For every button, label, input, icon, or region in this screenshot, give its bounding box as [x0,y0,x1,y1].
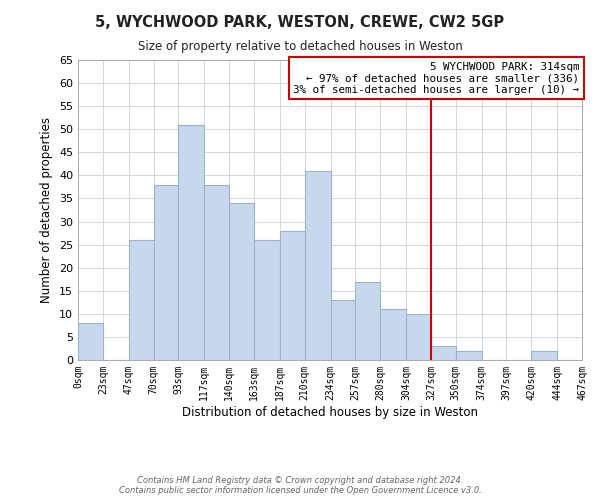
Bar [331,300,355,360]
Bar [305,171,331,360]
Bar [129,240,154,360]
Bar [178,124,204,360]
Bar [380,309,406,360]
Bar [531,351,557,360]
Bar [254,240,280,360]
Text: 5, WYCHWOOD PARK, WESTON, CREWE, CW2 5GP: 5, WYCHWOOD PARK, WESTON, CREWE, CW2 5GP [95,15,505,30]
Bar [456,351,482,360]
Bar [78,323,103,360]
Bar [229,203,254,360]
Bar [280,231,305,360]
Text: Size of property relative to detached houses in Weston: Size of property relative to detached ho… [137,40,463,53]
X-axis label: Distribution of detached houses by size in Weston: Distribution of detached houses by size … [182,406,478,418]
Bar [204,184,229,360]
Y-axis label: Number of detached properties: Number of detached properties [40,117,53,303]
Bar [406,314,431,360]
Bar [355,282,380,360]
Bar [431,346,456,360]
Text: 5 WYCHWOOD PARK: 314sqm
← 97% of detached houses are smaller (336)
3% of semi-de: 5 WYCHWOOD PARK: 314sqm ← 97% of detache… [293,62,580,94]
Text: Contains HM Land Registry data © Crown copyright and database right 2024.
Contai: Contains HM Land Registry data © Crown c… [119,476,481,495]
Bar [154,184,178,360]
